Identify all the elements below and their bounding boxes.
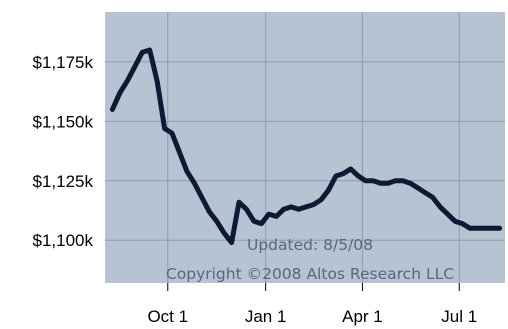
x-tick-label: Jan 1 <box>245 307 287 326</box>
x-tick-label: Jul 1 <box>441 307 477 326</box>
annotation-updated: Updated: 8/5/08 <box>247 236 373 254</box>
x-tick-label: Oct 1 <box>147 307 188 326</box>
y-axis: $1,175k $1,150k $1,125k $1,100k <box>33 53 94 250</box>
y-tick-label: $1,125k <box>33 172 94 191</box>
annotation-copyright: Copyright ©2008 Altos Research LLC <box>166 265 454 283</box>
y-tick-label: $1,175k <box>33 53 94 72</box>
series-line-group <box>109 47 503 246</box>
gridlines <box>105 12 505 283</box>
plot-area <box>105 12 505 283</box>
y-tick-label: $1,100k <box>33 231 94 250</box>
y-tick-label: $1,150k <box>33 112 94 131</box>
x-axis: Oct 1 Jan 1 Apr 1 Jul 1 <box>147 283 477 326</box>
series-line-0 <box>109 47 503 246</box>
x-tick-label: Apr 1 <box>342 307 383 326</box>
